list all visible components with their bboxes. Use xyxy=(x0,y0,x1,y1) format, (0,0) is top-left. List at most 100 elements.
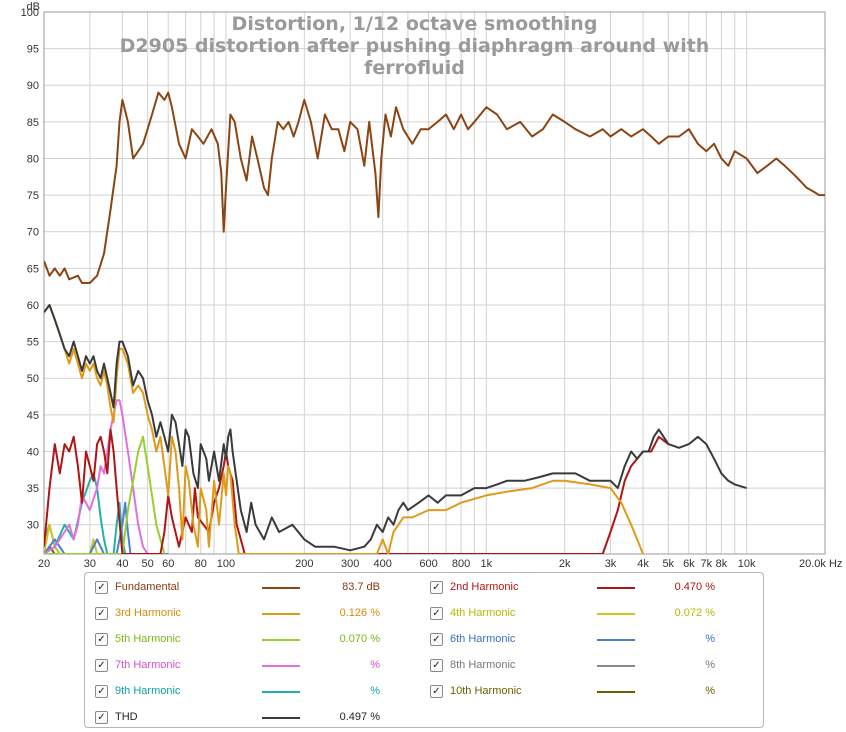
x-tick-label: 7k xyxy=(700,558,712,570)
legend-swatch xyxy=(262,587,300,589)
legend-value: % xyxy=(370,685,380,697)
x-tick-label: 1k xyxy=(480,558,492,570)
legend-swatch xyxy=(262,639,300,641)
legend-checkbox[interactable]: ✓ xyxy=(430,581,443,594)
legend-checkbox[interactable]: ✓ xyxy=(430,633,443,646)
legend-checkbox[interactable]: ✓ xyxy=(430,607,443,620)
legend-swatch xyxy=(597,665,635,667)
y-tick-label: 60 xyxy=(27,300,39,312)
y-tick-label: 55 xyxy=(27,337,39,349)
y-tick-label: 85 xyxy=(27,117,39,129)
legend-value: 83.7 dB xyxy=(342,581,380,593)
legend-item-2nd-harmonic: ✓ 2nd Harmonic 0.470 % xyxy=(430,579,750,597)
legend-value: 0.126 % xyxy=(339,607,380,619)
legend-value: 0.470 % xyxy=(674,581,715,593)
legend-checkbox[interactable]: ✓ xyxy=(430,685,443,698)
y-tick-label: 80 xyxy=(27,153,39,165)
legend-value: % xyxy=(705,685,715,697)
x-tick-label: 30 xyxy=(84,558,96,570)
series-line-3rd-harmonic xyxy=(44,304,644,554)
x-tick-label: 400 xyxy=(374,558,392,570)
chart-title-line: Distortion, 1/12 octave smoothing xyxy=(232,13,598,35)
legend-checkbox[interactable]: ✓ xyxy=(95,581,108,594)
x-tick-label: 200 xyxy=(295,558,313,570)
legend-item-3rd-harmonic: ✓ 3rd Harmonic 0.126 % xyxy=(95,605,415,623)
legend-checkbox[interactable]: ✓ xyxy=(95,711,108,724)
y-tick-label: 75 xyxy=(27,190,39,202)
legend-value: % xyxy=(370,659,380,671)
legend-item-9th-harmonic: ✓ 9th Harmonic% xyxy=(95,683,415,701)
x-tick-label: 60 xyxy=(162,558,174,570)
legend-label: Fundamental xyxy=(115,581,180,593)
legend-value: 0.497 % xyxy=(339,711,380,723)
y-tick-label: 40 xyxy=(27,446,39,458)
series-line-thd xyxy=(44,304,747,552)
legend-label: 4th Harmonic xyxy=(450,607,516,619)
legend-item-8th-harmonic: ✓ 8th Harmonic% xyxy=(430,657,750,675)
legend-label: THD xyxy=(115,711,138,723)
y-tick-label: 100 xyxy=(21,7,39,19)
x-tick-label: 300 xyxy=(341,558,359,570)
legend-swatch xyxy=(597,691,635,693)
legend-value: % xyxy=(705,659,715,671)
series-line-6th-harmonic xyxy=(44,501,169,554)
legend-item-7th-harmonic: ✓ 7th Harmonic% xyxy=(95,657,415,675)
x-tick-label: 20 xyxy=(38,558,50,570)
legend-value: 0.072 % xyxy=(674,607,715,619)
legend-label: 3rd Harmonic xyxy=(115,607,182,619)
x-tick-label: 40 xyxy=(116,558,128,570)
legend-label: 9th Harmonic xyxy=(115,685,181,697)
legend-label: 8th Harmonic xyxy=(450,659,516,671)
x-tick-label: 3k xyxy=(605,558,617,570)
legend-swatch xyxy=(262,665,300,667)
legend-value: 0.070 % xyxy=(339,633,380,645)
legend-label: 6th Harmonic xyxy=(450,633,516,645)
chart-title-line: ferrofluid xyxy=(364,57,465,79)
legend-swatch xyxy=(262,717,300,719)
y-tick-label: 90 xyxy=(27,80,39,92)
x-tick-label: 4k xyxy=(637,558,649,570)
legend-panel: ✓ Fundamental 83.7 dB ✓ 2nd Harmonic 0.470 % ✓… xyxy=(84,572,764,728)
legend-item-6th-harmonic: ✓ 6th Harmonic% xyxy=(430,631,750,649)
legend-checkbox[interactable]: ✓ xyxy=(95,633,108,646)
y-tick-label: 45 xyxy=(27,410,39,422)
y-tick-label: 95 xyxy=(27,44,39,56)
x-tick-label: 20.0k Hz xyxy=(799,558,842,570)
x-tick-label: 6k xyxy=(683,558,695,570)
x-tick-label: 800 xyxy=(452,558,470,570)
chart-title-line: D2905 distortion after pushing diaphragm… xyxy=(120,35,710,57)
legend-label: 10th Harmonic xyxy=(450,685,522,697)
legend-label: 7th Harmonic xyxy=(115,659,181,671)
legend-checkbox[interactable]: ✓ xyxy=(430,659,443,672)
legend-checkbox[interactable]: ✓ xyxy=(95,607,108,620)
y-tick-label: 30 xyxy=(27,520,39,532)
legend-checkbox[interactable]: ✓ xyxy=(95,685,108,698)
x-tick-label: 50 xyxy=(141,558,153,570)
x-tick-label: 8k xyxy=(716,558,728,570)
legend-swatch xyxy=(262,613,300,615)
distortion-chart: 100 95 90 85 80 75 70 65 60 55 50 45 40 35 30 dB 20 30 40 5… xyxy=(21,1,843,570)
series-line-5th-harmonic xyxy=(44,435,166,554)
plot-area xyxy=(44,12,825,554)
legend-swatch xyxy=(597,587,635,589)
x-tick-label: 80 xyxy=(195,558,207,570)
x-tick-label: 600 xyxy=(419,558,437,570)
x-tick-label: 2k xyxy=(559,558,571,570)
legend-label: 2nd Harmonic xyxy=(450,581,519,593)
legend-swatch xyxy=(262,691,300,693)
y-tick-label: 70 xyxy=(27,227,39,239)
legend-item-fundamental: ✓ Fundamental 83.7 dB xyxy=(95,579,415,597)
legend-checkbox[interactable]: ✓ xyxy=(95,659,108,672)
x-tick-label: 10k xyxy=(738,558,756,570)
y-tick-label: 35 xyxy=(27,483,39,495)
legend-item-5th-harmonic: ✓ 5th Harmonic 0.070 % xyxy=(95,631,415,649)
series-line-fundamental xyxy=(44,91,825,284)
legend-value: % xyxy=(705,633,715,645)
y-tick-label: 50 xyxy=(27,373,39,385)
legend-item-thd: ✓ THD 0.497 % xyxy=(95,709,415,727)
legend-label: 5th Harmonic xyxy=(115,633,181,645)
series-line-4th-harmonic xyxy=(44,523,99,554)
x-tick-label: 100 xyxy=(217,558,235,570)
y-axis-label: dB xyxy=(27,1,40,13)
legend-item-4th-harmonic: ✓ 4th Harmonic 0.072 % xyxy=(430,605,750,623)
